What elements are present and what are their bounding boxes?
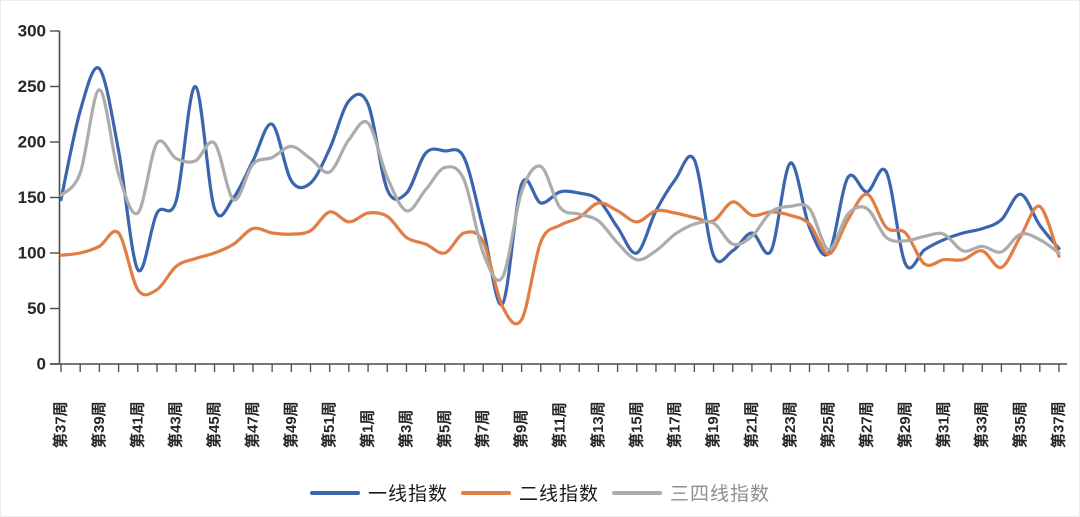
- series-line-tier2: [59, 192, 1061, 326]
- y-axis-tick-label: 250: [18, 77, 46, 96]
- legend-item-tier2: 二线指数: [460, 479, 599, 506]
- x-axis-tick-label: 第23周: [781, 401, 799, 448]
- x-axis-tick-label: 第31周: [934, 401, 952, 448]
- y-axis-tick-label: 300: [18, 22, 46, 41]
- x-axis-tick-label: 第21周: [742, 401, 760, 448]
- x-axis-tick-label: 第5周: [435, 410, 453, 448]
- x-axis-tick-label: 第13周: [589, 401, 607, 448]
- legend-label-tier1: 一线指数: [367, 484, 448, 505]
- y-axis-tick-label: 150: [18, 188, 46, 207]
- x-axis-tick-label: 第45周: [205, 401, 223, 448]
- legend-label-tier2: 二线指数: [518, 484, 599, 505]
- x-axis-tick-label: 第39周: [90, 401, 108, 448]
- x-axis-tick-label: 第47周: [243, 401, 261, 448]
- x-axis-tick-label: 第49周: [282, 401, 300, 448]
- series-line-tier1: [59, 66, 1061, 307]
- x-axis-tick-label: 第3周: [397, 410, 415, 448]
- x-axis-tick-label: 第51周: [320, 401, 338, 448]
- y-axis-tick-label: 0: [37, 355, 46, 374]
- legend-label-tier34: 三四线指数: [670, 484, 771, 505]
- x-axis-tick-label: 第37周: [52, 401, 70, 448]
- x-axis-tick-label: 第15周: [627, 401, 645, 448]
- y-axis-tick-label: 200: [18, 133, 46, 152]
- legend-line-sample-tier34: [612, 490, 662, 495]
- legend-item-tier34: 三四线指数: [612, 479, 770, 506]
- legend-line-sample-tier2: [460, 490, 511, 495]
- y-axis-tick-label: 100: [18, 244, 46, 263]
- x-axis-tick-label: 第33周: [973, 401, 991, 448]
- legend-item-tier1: 一线指数: [309, 479, 448, 506]
- x-axis-tick-label: 第29周: [896, 401, 914, 448]
- x-axis-tick-label: 第19周: [704, 401, 722, 448]
- x-axis-tick-label: 第43周: [167, 401, 185, 448]
- legend: 一线指数 二线指数 三四线指数: [1, 479, 1079, 506]
- x-axis-tick-label: 第17周: [666, 401, 684, 448]
- x-axis-tick-label: 第7周: [474, 410, 492, 448]
- legend-line-sample-tier1: [309, 490, 360, 495]
- x-axis-tick-label: 第9周: [512, 410, 530, 448]
- x-axis-tick-label: 第37周: [1049, 401, 1067, 448]
- line-chart: 0 50 100 150 200 250 300 第37周 第39周 第41周 第43周 第45周 第4…: [18, 22, 1068, 449]
- x-axis-tick-label: 第41周: [128, 401, 146, 448]
- x-axis-tick-label: 第1周: [359, 410, 377, 448]
- x-axis-tick-label: 第35周: [1011, 401, 1029, 448]
- x-axis-tick-label: 第25周: [819, 401, 837, 448]
- series-line-tier34: [59, 88, 1061, 282]
- x-axis-tick-label: 第27周: [858, 401, 876, 448]
- x-axis-tick-label: 第11周: [550, 402, 568, 448]
- y-axis-tick-label: 50: [27, 299, 46, 318]
